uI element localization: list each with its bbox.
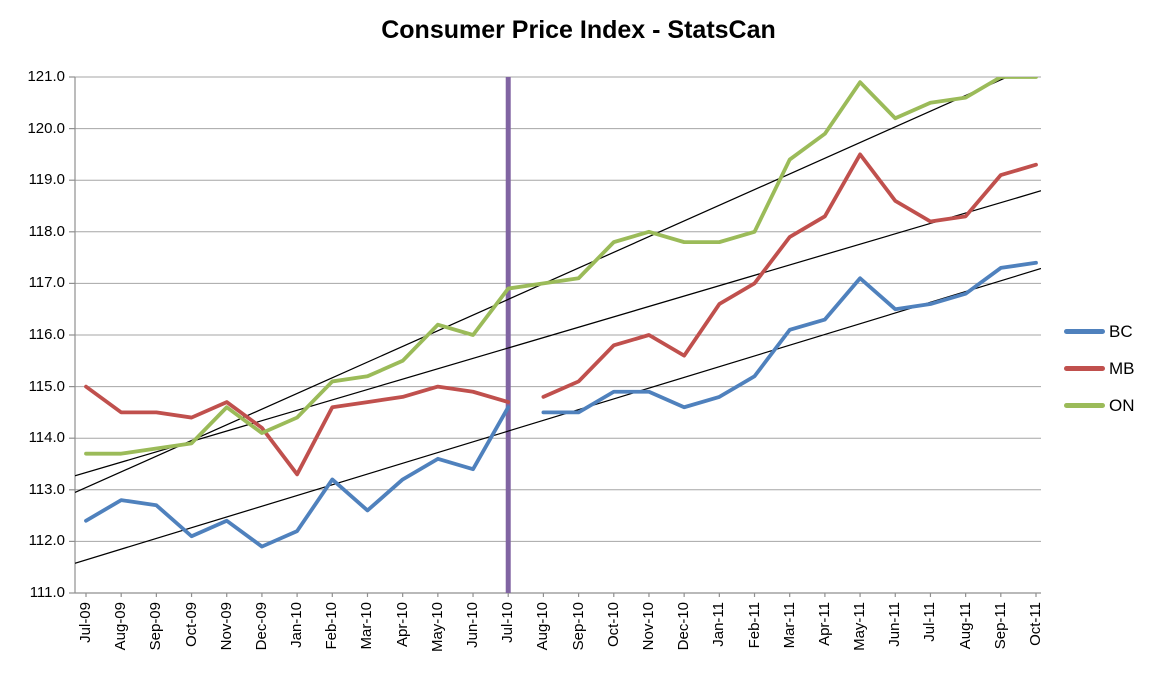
x-axis-label: Jun-11: [886, 602, 904, 647]
x-axis-label: Feb-11: [745, 602, 763, 649]
x-axis-label: Jan-10: [288, 602, 306, 648]
x-axis-label: Oct-11: [1027, 602, 1044, 646]
series-line-mb: [541, 152, 1038, 399]
x-axis-label: Mar-11: [780, 602, 798, 649]
y-axis-label: 120.0: [27, 119, 65, 137]
y-axis-label: 121.0: [27, 68, 65, 85]
chart-title: Consumer Price Index - StatsCan: [381, 16, 776, 44]
x-axis-label: Jul-09: [77, 602, 94, 643]
x-axis-label: Feb-10: [323, 602, 341, 650]
legend-swatch-mb-line-icon: [1064, 366, 1105, 371]
y-axis-label: 113.0: [28, 480, 65, 498]
y-axis-label: 112.0: [28, 532, 65, 550]
x-axis-label: Aug-09: [112, 602, 130, 651]
x-axis-label: Sep-09: [147, 602, 165, 651]
series-line-bc: [541, 260, 1038, 415]
x-axis-label: Dec-09: [252, 602, 270, 651]
y-axis-label: 114.0: [28, 429, 65, 447]
legend-item-on: ON: [1064, 387, 1135, 424]
x-axis-label: Aug-10: [534, 602, 552, 651]
y-axis-label: 116.0: [28, 326, 65, 343]
legend-label-bc: BC: [1109, 321, 1133, 341]
x-axis-label: Nov-09: [217, 602, 235, 651]
y-axis-label: 111.0: [29, 584, 65, 601]
x-axis-label: Apr-11: [815, 602, 833, 646]
x-axis-label: Sep-10: [569, 602, 587, 651]
series-line-mb: [84, 384, 511, 477]
trendline-on: [75, 77, 1009, 494]
legend-label-on: ON: [1109, 395, 1135, 415]
x-axis-label: Oct-09: [182, 602, 200, 648]
x-axis-label: May-10: [428, 602, 446, 653]
y-axis-label: 115.0: [28, 377, 65, 395]
series-line-bc: [84, 405, 511, 549]
trendline-bc: [75, 267, 1041, 564]
x-axis-label: Apr-10: [393, 602, 411, 648]
legend-swatch-on-line-icon: [1064, 403, 1105, 408]
x-axis-label: Dec-10: [675, 602, 693, 651]
x-axis-label: May-11: [851, 602, 869, 651]
y-axis-label: 119.0: [28, 171, 65, 189]
x-axis-label: Mar-10: [358, 602, 376, 650]
legend-item-mb: MB: [1064, 350, 1135, 387]
x-axis-label: Aug-11: [956, 602, 974, 650]
legend-label-mb: MB: [1109, 358, 1135, 378]
legend-item-bc: BC: [1064, 313, 1135, 350]
trendline-mb: [75, 190, 1041, 477]
legend: BC MB ON: [1064, 313, 1135, 424]
x-axis-label: Sep-11: [991, 602, 1009, 650]
y-axis-label: 117.0: [28, 274, 65, 292]
legend-swatch-bc-line-icon: [1064, 329, 1105, 334]
series-line-on: [84, 77, 1038, 456]
x-axis-label: Nov-10: [639, 602, 657, 651]
x-axis-label: Jan-11: [710, 602, 728, 647]
x-axis-label: Jun-10: [464, 602, 482, 648]
x-axis-label: Jul-11: [921, 602, 939, 642]
x-axis-label: Oct-10: [604, 602, 622, 648]
y-axis-label: 118.0: [28, 222, 65, 240]
x-axis-label: Jul-10: [499, 602, 517, 643]
